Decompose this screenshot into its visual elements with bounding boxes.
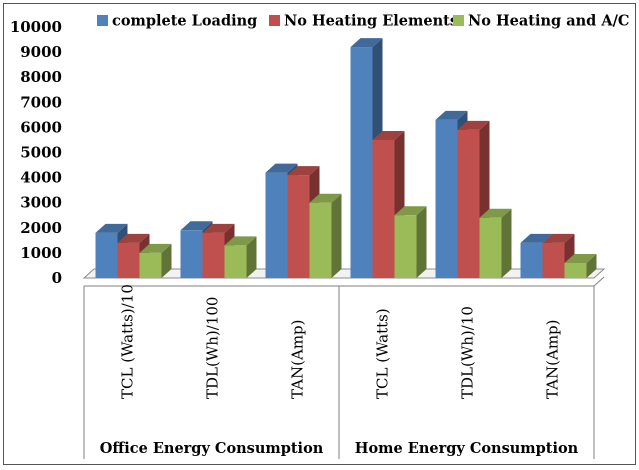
y-tick-label: 7000 bbox=[20, 93, 62, 111]
x-group-label: Office Energy Consumption bbox=[100, 440, 324, 457]
y-tick-label: 0 bbox=[52, 269, 62, 287]
legend-label: complete Loading bbox=[112, 13, 257, 30]
x-tick-label: TCL (Watts)/10 bbox=[119, 284, 137, 399]
bar bbox=[394, 206, 427, 278]
y-axis: 0 1000 2000 3000 4000 5000 6000 7000 8000 9000 100… bbox=[10, 18, 62, 287]
bar bbox=[479, 208, 512, 278]
bar-top bbox=[180, 221, 213, 231]
y-tick-label: 8000 bbox=[20, 68, 62, 86]
bar-side bbox=[246, 236, 257, 278]
bar-side bbox=[416, 206, 427, 278]
legend-swatch bbox=[269, 15, 280, 26]
bar-side bbox=[586, 253, 597, 278]
chart-frame: 0 1000 2000 3000 4000 5000 6000 7000 8000 9000 100… bbox=[3, 3, 636, 465]
bar-side bbox=[501, 208, 512, 278]
bar-top bbox=[520, 233, 553, 243]
bar-front bbox=[372, 139, 395, 278]
y-tick-label: 6000 bbox=[20, 118, 62, 136]
bar-top bbox=[224, 236, 257, 246]
bar-front bbox=[202, 232, 225, 278]
bar-top bbox=[372, 130, 405, 140]
bar-front bbox=[117, 242, 140, 278]
bar-front bbox=[224, 245, 247, 278]
bar-top bbox=[139, 243, 172, 253]
bar-top bbox=[394, 206, 427, 216]
legend-swatch bbox=[97, 15, 108, 26]
bar-front bbox=[479, 217, 502, 278]
y-tick-label: 4000 bbox=[20, 169, 62, 187]
bar-front bbox=[139, 252, 162, 278]
legend-item: No Heating and A/C bbox=[453, 13, 629, 30]
bar-top bbox=[117, 233, 150, 243]
legend: complete Loading No Heating Elements No He… bbox=[97, 13, 629, 30]
bar-side bbox=[161, 243, 172, 278]
bar-chart: 0 1000 2000 3000 4000 5000 6000 7000 8000 9000 100… bbox=[10, 13, 629, 459]
bar-top bbox=[479, 208, 512, 218]
bar-side bbox=[331, 193, 342, 278]
x-group-label: Home Energy Consumption bbox=[355, 440, 579, 457]
chart-bars bbox=[95, 38, 597, 279]
y-tick-label: 9000 bbox=[20, 43, 62, 61]
x-tick-label: TAN(Amp) bbox=[289, 319, 307, 399]
x-tick-label: TDL(Wh)/100 bbox=[204, 297, 222, 399]
x-axis-line bbox=[593, 276, 605, 287]
y-tick-label: 2000 bbox=[20, 219, 62, 237]
bar-front bbox=[265, 172, 288, 278]
bar-top bbox=[564, 253, 597, 263]
legend-label: No Heating Elements bbox=[284, 13, 458, 30]
bar bbox=[224, 236, 257, 278]
bar-front bbox=[180, 230, 203, 278]
x-tick-label: TAN(Amp) bbox=[544, 319, 562, 399]
bar bbox=[309, 193, 342, 278]
bar bbox=[564, 253, 597, 278]
bar-top bbox=[435, 110, 468, 120]
legend-label: No Heating and A/C bbox=[468, 13, 629, 30]
y-tick-label: 3000 bbox=[20, 194, 62, 212]
legend-item: No Heating Elements bbox=[269, 13, 458, 30]
bar-top bbox=[265, 163, 298, 173]
bar-front bbox=[520, 242, 543, 278]
bar-front bbox=[542, 242, 565, 278]
x-tick-label: TCL (Watts) bbox=[374, 308, 392, 399]
bar-top bbox=[95, 223, 128, 233]
bar-front bbox=[350, 47, 373, 278]
bar-front bbox=[287, 175, 310, 278]
legend-item: complete Loading bbox=[97, 13, 257, 30]
bar-top bbox=[457, 120, 490, 130]
bar-front bbox=[309, 202, 332, 278]
y-tick-label: 5000 bbox=[20, 144, 62, 162]
bar-top bbox=[542, 233, 575, 243]
bar-front bbox=[457, 129, 480, 278]
bar-front bbox=[435, 119, 458, 279]
y-tick-label: 1000 bbox=[20, 244, 62, 262]
bar-front bbox=[95, 232, 118, 278]
bar bbox=[139, 243, 172, 278]
bar-top bbox=[287, 166, 320, 176]
bar-top bbox=[202, 223, 235, 233]
bar-front bbox=[394, 215, 417, 278]
legend-swatch bbox=[453, 15, 464, 26]
bar-top bbox=[350, 38, 383, 48]
bar-top bbox=[309, 193, 342, 203]
x-tick-label: TDL(Wh)/10 bbox=[459, 306, 477, 399]
bar-front bbox=[564, 262, 587, 278]
bar bbox=[542, 233, 575, 278]
y-tick-label: 10000 bbox=[10, 18, 62, 36]
x-axis: Office Energy Consumption Home Energy Con… bbox=[83, 276, 605, 459]
